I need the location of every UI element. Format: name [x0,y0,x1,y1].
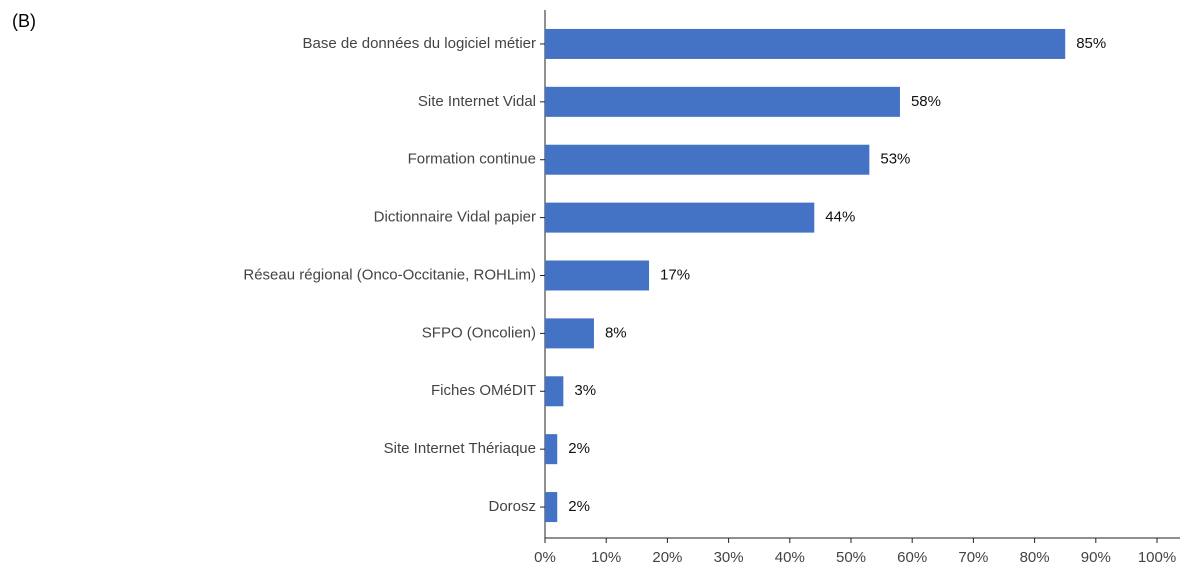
x-tick-label: 30% [714,549,744,566]
data-label: 2% [568,440,590,457]
y-tick-label: Réseau régional (Onco-Occitanie, ROHLim) [243,266,536,283]
data-label: 8% [605,324,627,341]
x-tick-label: 70% [958,549,988,566]
bar [545,376,564,407]
data-label: 3% [574,382,596,399]
x-tick-label: 90% [1081,549,1111,566]
x-tick-label: 60% [897,549,927,566]
bar [545,434,558,465]
y-tick-label: Formation continue [408,151,536,168]
y-tick-label: SFPO (Oncolien) [422,324,536,341]
data-label: 44% [825,209,855,226]
y-tick-label: Site Internet Vidal [418,93,536,110]
x-tick-label: 100% [1138,549,1176,566]
x-tick-label: 50% [836,549,866,566]
bar [545,492,558,523]
x-tick-label: 20% [652,549,682,566]
bar [545,28,1066,59]
bar [545,86,900,117]
x-tick-label: 10% [591,549,621,566]
bar [545,144,870,175]
bar [545,260,650,291]
x-tick-label: 80% [1020,549,1050,566]
y-tick-label: Base de données du logiciel métier [303,35,536,52]
y-tick-label: Dictionnaire Vidal papier [374,209,536,226]
x-tick-label: 0% [534,549,556,566]
bar [545,318,594,349]
data-label: 85% [1076,35,1106,52]
y-tick-label: Site Internet Thériaque [384,440,536,457]
data-label: 2% [568,498,590,515]
data-label: 17% [660,266,690,283]
y-tick-label: Fiches OMéDIT [431,382,536,399]
data-label: 58% [911,93,941,110]
y-tick-label: Dorosz [488,498,536,515]
data-label: 53% [880,151,910,168]
panel-label: (B) [12,11,36,31]
bar [545,202,815,233]
x-tick-label: 40% [775,549,805,566]
